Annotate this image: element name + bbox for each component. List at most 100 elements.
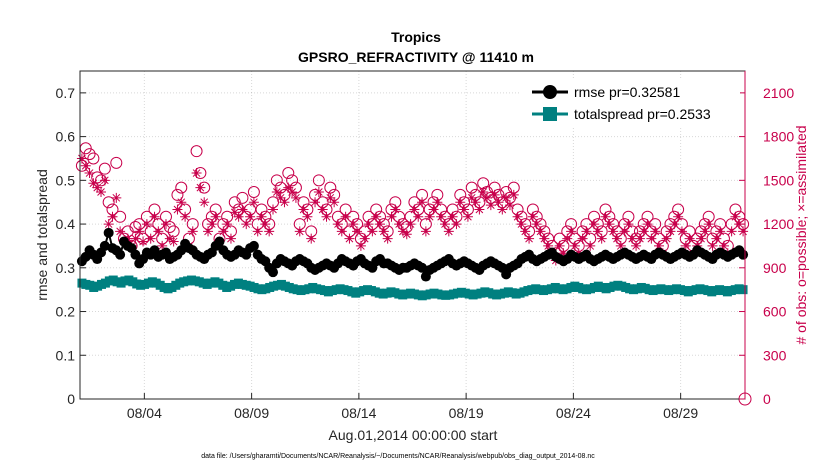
obs-assimilated-point (222, 219, 233, 230)
obs-assimilated-point (562, 233, 573, 244)
obs-assimilated-point (669, 219, 680, 230)
obs-assimilated-point (524, 233, 535, 244)
obs-assimilated-point (504, 200, 515, 211)
obs-possible-point (102, 196, 115, 209)
x-tick-label: 08/19 (449, 405, 484, 421)
obs-assimilated-point (107, 211, 118, 222)
legend-spread-label: totalspread pr=0.2533 (574, 106, 711, 122)
obs-assimilated-point (439, 219, 450, 230)
obs-assimilated-point (489, 189, 500, 200)
obs-assimilated-point (160, 219, 171, 230)
obs-assimilated-point (634, 233, 645, 244)
obs-assimilated-point (279, 197, 290, 208)
x-axis-label: Aug.01,2014 00:00:00 start (329, 427, 498, 443)
obs-assimilated-point (531, 219, 542, 230)
series-rmse (76, 227, 749, 282)
obs-assimilated-point (711, 233, 722, 244)
obs-assimilated-point (84, 168, 95, 179)
obs-assimilated-point (501, 192, 512, 203)
obs-possible-point (286, 174, 299, 187)
obs-assimilated-point (436, 211, 447, 222)
obs-assimilated-point (608, 226, 619, 237)
obs-assimilated-point (340, 211, 351, 222)
obs-assimilated-point (390, 204, 401, 215)
obs-assimilated-point (168, 236, 179, 247)
obs-assimilated-point (520, 226, 531, 237)
obs-assimilated-point (359, 233, 370, 244)
obs-assimilated-point (623, 219, 634, 230)
obs-assimilated-point (103, 219, 114, 230)
obs-assimilated-point (485, 200, 496, 211)
obs-assimilated-point (455, 197, 466, 208)
obs-assimilated-point (252, 226, 263, 237)
obs-assimilated-point (535, 226, 546, 237)
obs-assimilated-point (512, 211, 523, 222)
obs-assimilated-point (661, 233, 672, 244)
x-tick-label: 08/29 (663, 405, 698, 421)
obs-assimilated-point (615, 240, 626, 251)
obs-assimilated-point (386, 211, 397, 222)
obs-assimilated-point (172, 204, 183, 215)
obs-assimilated-point (447, 211, 458, 222)
obs-assimilated-point (581, 226, 592, 237)
obs-possible-point (312, 174, 325, 187)
obs-assimilated-point (141, 219, 152, 230)
obs-assimilated-point (176, 197, 187, 208)
obs-assimilated-point (696, 233, 707, 244)
obs-assimilated-point (397, 226, 408, 237)
obs-assimilated-point (589, 219, 600, 230)
obs-assimilated-point (420, 226, 431, 237)
y-tick-label: 0.3 (56, 260, 76, 276)
y-tick-label: 0.5 (56, 172, 76, 188)
y2-tick-label: 1200 (763, 216, 794, 232)
obs-possible-point (282, 167, 295, 180)
obs-assimilated-point (367, 226, 378, 237)
obs-assimilated-point (539, 233, 550, 244)
obs-assimilated-point (96, 186, 107, 197)
obs-assimilated-point (493, 197, 504, 208)
obs-assimilated-point (558, 248, 569, 259)
obs-assimilated-point (199, 197, 210, 208)
obs-assimilated-point (264, 226, 275, 237)
rmse-point (738, 249, 749, 260)
obs-assimilated-point (631, 240, 642, 251)
obs-assimilated-point (76, 153, 87, 164)
obs-assimilated-point (92, 182, 103, 193)
obs-assimilated-point (145, 233, 156, 244)
obs-assimilated-point (275, 192, 286, 203)
y-axis-label: rmse and totalspread (34, 169, 50, 301)
obs-assimilated-point (573, 248, 584, 259)
obs-assimilated-point (699, 226, 710, 237)
obs-assimilated-point (348, 219, 359, 230)
obs-assimilated-point (470, 197, 481, 208)
obs-assimilated-point (153, 226, 164, 237)
y2-axis-label: # of obs: o=possible; ×=assimilated (793, 125, 809, 344)
obs-assimilated-point (329, 197, 340, 208)
rmse-point (103, 227, 114, 238)
obs-possible-point (110, 156, 123, 169)
obs-assimilated-point (619, 226, 630, 237)
obs-assimilated-point (306, 233, 317, 244)
obs-assimilated-point (180, 211, 191, 222)
obs-assimilated-point (726, 226, 737, 237)
obs-assimilated-point (344, 233, 355, 244)
obs-possible-point (247, 185, 260, 198)
obs-assimilated-point (516, 219, 527, 230)
obs-assimilated-point (718, 240, 729, 251)
obs-assimilated-point (321, 211, 332, 222)
obs-assimilated-point (298, 204, 309, 215)
obs-assimilated-point (676, 226, 687, 237)
obs-possible-point (175, 181, 188, 194)
y-tick-label: 0.2 (56, 304, 76, 320)
obs-assimilated-point (394, 219, 405, 230)
chart-subtitle: GPSRO_REFRACTIVITY @ 11410 m (298, 49, 534, 65)
x-tick-label: 08/14 (341, 405, 376, 421)
obs-assimilated-point (229, 207, 240, 218)
y2-tick-label: 600 (763, 304, 787, 320)
obs-assimilated-point (290, 192, 301, 203)
obs-assimilated-point (738, 226, 749, 237)
obs-assimilated-point (508, 189, 519, 200)
y2-tick-label: 300 (763, 347, 787, 363)
obs-assimilated-point (650, 226, 661, 237)
